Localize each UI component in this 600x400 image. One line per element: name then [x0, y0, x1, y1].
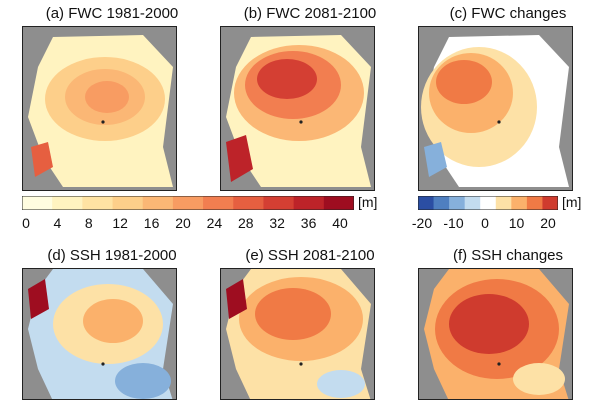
colorbar-cell	[542, 196, 558, 210]
colorbar-cell	[323, 196, 354, 210]
changes-tick-label: -20	[411, 215, 433, 231]
colorbar-cell	[433, 196, 450, 210]
colorbar-cell	[449, 196, 466, 210]
panel-title-a: (a) FWC 1981-2000	[45, 5, 179, 22]
colorbar-cell	[263, 196, 295, 210]
changes-tick-label: 0	[481, 215, 489, 231]
fwc-colorbar	[22, 196, 354, 210]
fwc-tick-label: 0	[22, 215, 30, 231]
panel-title-f: (f) SSH changes	[452, 247, 564, 264]
colorbar-cell	[418, 196, 435, 210]
colorbar-cell	[22, 196, 53, 210]
colorbar-cell	[52, 196, 83, 210]
changes-tick-label: 10	[508, 215, 525, 231]
panel-title-c: (c) FWC changes	[449, 5, 567, 22]
colorbar-cell	[142, 196, 174, 210]
colorbar-cell	[172, 196, 204, 210]
map-fwc-1981-2000	[22, 26, 177, 191]
fwc-tick-label: 32	[269, 215, 285, 231]
changes-tick-label: -10	[443, 215, 464, 231]
colorbar-cell	[82, 196, 114, 210]
fwc-tick-label: 24	[206, 215, 223, 231]
colorbar-cell	[233, 196, 264, 210]
colorbar-cell	[464, 196, 481, 210]
fwc-tick-label: 40	[332, 215, 348, 231]
fwc-tick-label: 16	[143, 215, 160, 231]
colorbar-cell	[480, 196, 497, 210]
fwc-colorbar-unit: [m]	[358, 194, 378, 210]
panel-title-e: (e) SSH 2081-2100	[245, 247, 375, 264]
panel-title-b: (b) FWC 2081-2100	[243, 5, 377, 22]
changes-colorbar	[418, 196, 558, 210]
fwc-tick-label: 8	[84, 215, 93, 231]
changes-colorbar-unit: [m]	[562, 194, 582, 210]
map-ssh-1981-2000	[22, 268, 177, 400]
colorbar-cell	[511, 196, 528, 210]
fwc-tick-label: 4	[53, 215, 62, 231]
colorbar-cell	[112, 196, 144, 210]
colorbar-cell	[203, 196, 234, 210]
fwc-tick-label: 12	[112, 215, 128, 231]
fwc-tick-label: 28	[238, 215, 254, 231]
colorbar-cell	[495, 196, 512, 210]
map-ssh-2081-2100	[220, 268, 375, 400]
fwc-tick-label: 36	[300, 215, 317, 231]
changes-tick-label: 20	[540, 215, 556, 231]
colorbar-cell	[526, 196, 543, 210]
fwc-tick-label: 20	[175, 215, 191, 231]
panel-title-d: (d) SSH 1981-2000	[47, 247, 177, 264]
map-ssh-changes	[418, 268, 573, 400]
map-fwc-changes	[418, 26, 573, 191]
colorbar-cell	[293, 196, 325, 210]
map-fwc-2081-2100	[220, 26, 375, 191]
